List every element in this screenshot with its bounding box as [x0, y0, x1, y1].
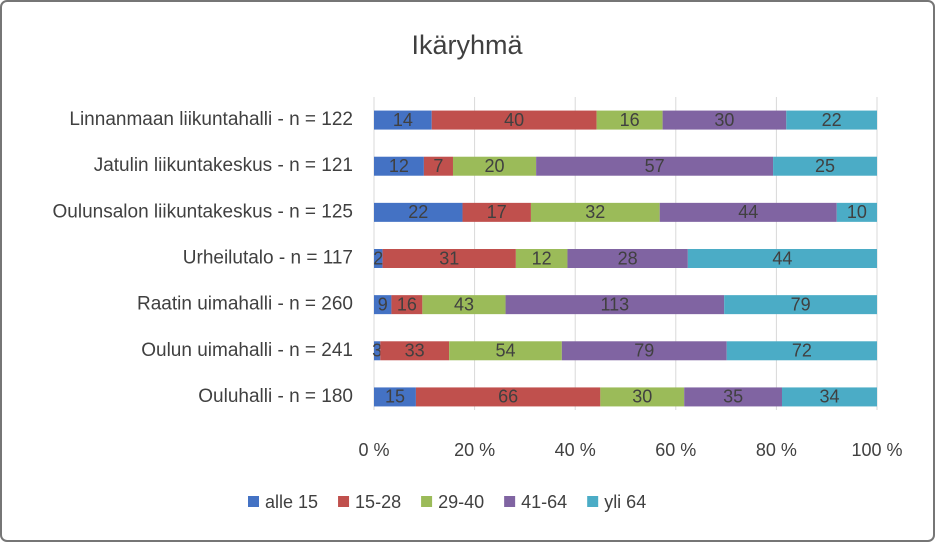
- bar-segment: [449, 341, 562, 361]
- bar-segment: [662, 110, 787, 130]
- data-label: 113: [601, 294, 630, 314]
- legend-label: yli 64: [604, 492, 646, 512]
- data-label: 72: [792, 341, 812, 361]
- bar-segment: [380, 341, 450, 361]
- data-label: 32: [585, 202, 605, 222]
- legend-label: 15-28: [355, 492, 401, 512]
- y-tick-label: Oulunsalon liikuntakeskus - n = 125: [53, 201, 353, 222]
- bar-segment: [431, 110, 597, 130]
- x-tick-label: 80 %: [756, 440, 797, 460]
- legend-label: alle 15: [265, 492, 318, 512]
- y-tick-label: Jatulin liikuntakeskus - n = 121: [94, 155, 353, 176]
- y-tick-label: Ouluhalli - n = 180: [198, 386, 353, 407]
- bar-segment: [687, 249, 877, 268]
- data-label: 54: [495, 341, 515, 361]
- bar-segment: [452, 156, 537, 176]
- data-label: 15: [385, 387, 405, 407]
- data-label: 17: [487, 202, 507, 222]
- bar-segment: [415, 387, 601, 407]
- data-label: 44: [738, 202, 758, 222]
- data-label: 66: [498, 387, 518, 407]
- legend-marker: [248, 496, 259, 507]
- data-label: 79: [791, 294, 811, 314]
- y-tick-label: Urheilutalo - n = 117: [183, 248, 353, 269]
- bar-segment: [391, 295, 423, 315]
- data-label: 79: [634, 341, 654, 361]
- data-label: 10: [847, 202, 867, 222]
- y-tick-label: Raatin uimahalli - n = 260: [137, 294, 353, 315]
- bar-segment: [786, 110, 877, 130]
- bar-segment: [773, 156, 877, 176]
- legend-marker: [587, 496, 599, 507]
- data-label: 12: [389, 156, 409, 176]
- data-label: 9: [378, 294, 388, 314]
- bar-segment: [836, 202, 877, 222]
- bar-segment: [567, 249, 688, 268]
- data-label: 16: [620, 110, 640, 130]
- data-label: 7: [433, 156, 443, 176]
- bar-segment: [374, 249, 383, 268]
- data-label: 30: [714, 110, 734, 130]
- data-label: 35: [723, 387, 743, 407]
- legend-label: 29-40: [438, 492, 484, 512]
- bar-segment: [505, 295, 725, 315]
- legend-label: 41-64: [521, 492, 567, 512]
- bar-segment: [596, 110, 663, 130]
- bar-segment: [530, 202, 660, 222]
- x-tick-label: 20 %: [454, 440, 495, 460]
- data-label: 14: [393, 110, 413, 130]
- bar-segment: [536, 156, 774, 176]
- bar-segment: [374, 156, 424, 176]
- data-label: 44: [772, 248, 792, 268]
- data-label: 25: [815, 156, 835, 176]
- x-tick-label: 60 %: [655, 440, 696, 460]
- bar-segment: [382, 249, 516, 268]
- data-label: 40: [504, 110, 524, 130]
- bar-segment: [600, 387, 685, 407]
- data-label: 16: [397, 294, 417, 314]
- data-label: 57: [645, 156, 665, 176]
- data-label: 2: [373, 248, 383, 268]
- data-label: 31: [439, 248, 459, 268]
- bar-segment: [462, 202, 531, 222]
- bar-segment: [422, 295, 506, 315]
- data-label: 34: [819, 387, 839, 407]
- data-label: 30: [632, 387, 652, 407]
- data-label: 3: [372, 341, 382, 361]
- bar-segment: [374, 202, 463, 222]
- bar-segment: [374, 387, 416, 407]
- bar-segment: [561, 341, 727, 361]
- data-label: 12: [532, 248, 552, 268]
- bar-segment: [374, 341, 381, 361]
- legend-marker: [421, 496, 433, 507]
- data-label: 22: [822, 110, 842, 130]
- bar-segment: [659, 202, 837, 222]
- chart-title: Ikäryhmä: [411, 30, 523, 60]
- bar-segment: [374, 295, 392, 315]
- data-label: 28: [618, 248, 638, 268]
- bar-segment: [781, 387, 877, 407]
- data-label: 22: [408, 202, 428, 222]
- x-tick-label: 40 %: [555, 440, 596, 460]
- bar-segment: [423, 156, 453, 176]
- y-tick-label: Linnanmaan liikuntahalli - n = 122: [69, 109, 353, 130]
- bar-segment: [684, 387, 782, 407]
- x-tick-label: 0 %: [358, 440, 389, 460]
- data-label: 33: [405, 341, 425, 361]
- bar-segment: [724, 295, 877, 315]
- data-label: 20: [485, 156, 505, 176]
- bar-segment: [726, 341, 877, 361]
- bar-segment: [374, 110, 432, 130]
- legend-marker: [338, 496, 350, 507]
- data-label: 43: [454, 294, 474, 314]
- x-tick-label: 100 %: [851, 440, 902, 460]
- legend-marker: [504, 496, 516, 507]
- y-tick-label: Oulun uimahalli - n = 241: [141, 340, 353, 361]
- bar-segment: [515, 249, 568, 268]
